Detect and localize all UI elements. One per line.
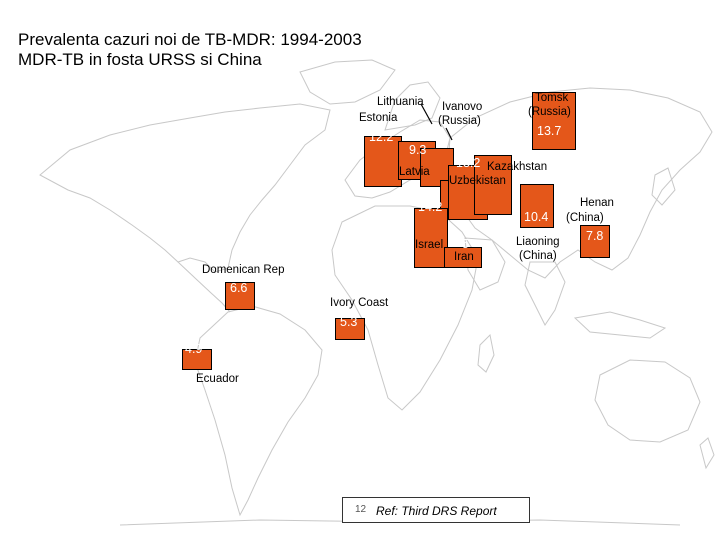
value-henan: 7.8 [586, 229, 604, 243]
bar-kazakhstan [474, 155, 512, 215]
label-ecuador: Ecuador [196, 373, 239, 385]
label-israel: Israel [415, 239, 444, 251]
bar-israel [414, 208, 448, 268]
label-tomsk-2: (Russia) [528, 106, 571, 118]
value-estonia: 12.2 [369, 130, 394, 144]
value-ecuador: 4.9 [185, 342, 203, 356]
madagascar-outline [477, 333, 495, 373]
new-zealand-outline [699, 437, 715, 470]
label-uzbekistan: Uzbekistan [449, 175, 506, 187]
north-america-outline [39, 103, 331, 273]
india-outline [524, 261, 566, 326]
label-ivorycoast: Ivory Coast [330, 297, 389, 309]
page-subtitle: MDR-TB in fosta URSS si China [18, 50, 262, 69]
reference-text: Ref: Third DRS Report [376, 504, 497, 518]
label-ivanovo-1: Ivanovo [442, 101, 483, 113]
australia-outline [594, 359, 701, 443]
bar-iran [444, 247, 482, 268]
bar-ivorycoast [335, 318, 365, 340]
label-ivanovo-2: (Russia) [438, 115, 481, 127]
value-latvia: 9.3 [409, 143, 427, 157]
value-tomsk: 13.7 [537, 124, 562, 138]
label-liaoning-2: (China) [519, 250, 557, 262]
value-ivanovo: 9 [455, 133, 462, 147]
value-uzbekistan: 13.2 [456, 156, 481, 170]
label-lithuania: Lithuania [377, 96, 424, 108]
value-liaoning: 10.4 [524, 210, 549, 224]
asia-outline [447, 87, 713, 279]
bar-tomsk [532, 92, 576, 150]
value-ivorycoast: 5.3 [340, 315, 358, 329]
arabia-outline [464, 237, 506, 291]
value-dominican: 6.6 [230, 281, 248, 295]
label-dominican: Domenican Rep [202, 264, 285, 276]
value-israel: 14.2 [418, 200, 443, 214]
label-iran: Iran [454, 251, 474, 263]
ivanovo-connector [445, 127, 453, 141]
label-liaoning-1: Liaoning [516, 236, 560, 248]
label-estonia: Estonia [359, 112, 398, 124]
page-number: 12 [355, 504, 367, 515]
label-kazakhstan: Kazakhstan [487, 161, 548, 173]
central-america-outline [177, 261, 231, 313]
bar-dominican [225, 282, 255, 310]
greenland-outline [299, 59, 396, 105]
reference-box: 12 Ref: Third DRS Report [342, 497, 530, 523]
japan-outline [651, 167, 676, 206]
value-iran: 5 [462, 237, 469, 251]
value-lithuania: 9.4 [421, 124, 439, 138]
label-latvia: Latvia [399, 166, 430, 178]
label-tomsk-1: Tomsk [535, 92, 569, 104]
bar-henan [580, 225, 610, 258]
south-america-outline [194, 305, 323, 517]
page-title: Prevalenta cazuri noi de TB-MDR: 1994-20… [18, 30, 362, 49]
lithuania-connector [420, 103, 433, 125]
label-henan-2: (China) [566, 212, 604, 224]
label-henan-1: Henan [580, 197, 614, 209]
bar-ecuador [182, 349, 212, 370]
indonesia-outline [573, 311, 667, 339]
value-kazakhstan: 14.2 [485, 142, 510, 156]
scandinavia-outline [384, 81, 441, 131]
bar-liaoning [520, 184, 554, 228]
